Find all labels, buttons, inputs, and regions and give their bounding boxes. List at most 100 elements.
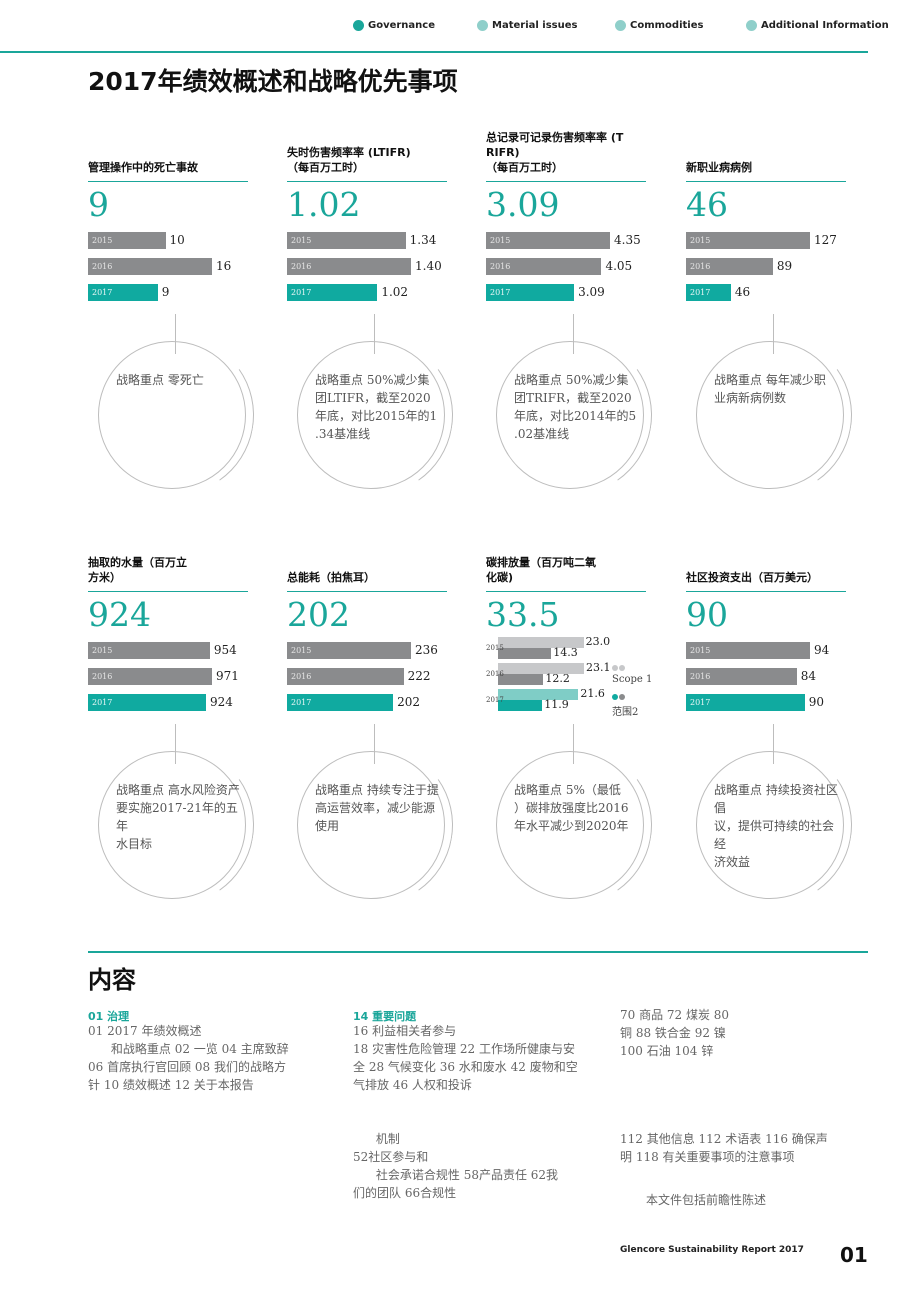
bar-value: 924 — [209, 695, 233, 709]
kpi-title: 方米） — [88, 571, 121, 584]
priority-line: 年底，对比2014年的5 — [514, 409, 637, 423]
priority-circle — [297, 751, 445, 899]
priority-circle — [98, 341, 246, 489]
toc-line: 01 2017 年绩效概述 — [88, 1024, 202, 1038]
toc-governance-head[interactable]: 01 治理 — [88, 1010, 130, 1023]
bar-value: 954 — [213, 643, 237, 657]
kpi-rule — [686, 591, 846, 592]
priority-text: 战略重点 零死亡 — [116, 371, 240, 389]
kpi-value: 1.02 — [287, 185, 361, 224]
priority-circle — [297, 341, 445, 489]
priority-text: 战略重点 高水风险资产 要实施2017-21年的五年 水目标 — [116, 781, 240, 853]
toc-material-issues-head[interactable]: 14 重要问题 — [353, 1010, 417, 1023]
bar-value: 90 — [808, 695, 824, 709]
kpi-title: 管理操作中的死亡事故 — [88, 161, 198, 174]
connector-line — [350, 314, 375, 354]
toc-line: 机制 — [353, 1132, 400, 1146]
priority-arc — [679, 322, 865, 508]
priority-line: 战略重点 50%减少集 — [315, 373, 430, 387]
toc-material-issues-list-cont[interactable]: 机制 52社区参与和 社会承诺合规性 58产品责任 62我 们的团队 66合规性 — [353, 1130, 593, 1202]
contents-divider — [88, 951, 868, 953]
priority-line: 团TRIFR，截至2020 — [514, 391, 632, 405]
connector-line — [350, 724, 375, 764]
toc-line: 52社区参与和 — [353, 1150, 429, 1164]
bar-value: 971 — [216, 669, 239, 683]
bar-value: 3.09 — [578, 285, 605, 299]
kpi-rule — [686, 181, 846, 182]
priority-line: 济效益 — [714, 855, 751, 869]
kpi-rule — [88, 591, 248, 592]
toc-line: 18 灾害性危险管理 22 工作场所健康与安 — [353, 1042, 575, 1056]
bar-2017: 2017 — [287, 694, 394, 711]
legend-dot-icon — [619, 694, 625, 700]
co2-scope1-bar-2017 — [498, 689, 579, 700]
bar-value: 46 — [734, 285, 751, 299]
toc-material-issues-list[interactable]: 16 利益相关者参与 18 灾害性危险管理 22 工作场所健康与安 全 28 气… — [353, 1022, 593, 1094]
kpi-title: 失时伤害频率率 (LTIFR) — [287, 146, 411, 159]
bar-2015: 2015 — [88, 642, 210, 659]
co2-scope1-value: 23.1 — [586, 661, 611, 674]
toc-line: 社会承诺合规性 58产品责任 62我 — [353, 1168, 559, 1182]
co2-scope2-bar-2016 — [498, 674, 544, 685]
nav-additional-information[interactable]: Additional Information — [746, 20, 889, 31]
priority-line: ）碳排放强度比2016 — [514, 801, 629, 815]
kpi-title: 社区投资支出（百万美元） — [686, 571, 818, 584]
connector-line — [749, 314, 774, 354]
bar-2015: 2015 — [88, 232, 166, 249]
nav-commodities[interactable]: Commodities — [615, 20, 703, 31]
kpi-value: 3.09 — [486, 185, 560, 224]
toc-line: 气排放 46 人权和投诉 — [353, 1078, 472, 1092]
toc-line: 06 首席执行官回顾 08 我们的战略方 — [88, 1060, 286, 1074]
priority-circle — [696, 341, 844, 489]
nav-material-issues[interactable]: Material issues — [477, 20, 577, 31]
bar-value: 4.35 — [614, 233, 641, 247]
nav-dot-icon — [746, 20, 757, 31]
priority-text: 战略重点 持续投资社区倡 议，提供可持续的社会经 济效益 — [714, 781, 838, 871]
bar-2016: 2016 — [88, 258, 212, 275]
kpi-rule — [287, 591, 447, 592]
priority-line: .34基准线 — [315, 427, 371, 441]
bar-value: 84 — [800, 669, 817, 683]
priority-arc — [81, 322, 267, 508]
co2-scope1-value: 23.0 — [585, 635, 611, 648]
nav-dot-icon — [615, 20, 626, 31]
co2-scope1-bar-2016 — [498, 663, 584, 674]
kpi-value: 90 — [686, 595, 728, 634]
bar-value: 10 — [169, 233, 185, 247]
toc-line: 16 利益相关者参与 — [353, 1024, 457, 1038]
kpi-title: 总能耗（拍焦耳） — [287, 571, 375, 584]
bar-value: 89 — [776, 259, 793, 273]
priority-line: 年底，对比2015年的1 — [315, 409, 438, 423]
nav-governance[interactable]: Governance — [353, 20, 435, 31]
priority-line: 战略重点 每年减少职 — [714, 373, 826, 387]
bar-value: 1.02 — [381, 285, 409, 299]
toc-commodities-list[interactable]: 70 商品 72 煤炭 80 铜 88 铁合金 92 镍 100 石油 104 … — [620, 1006, 860, 1060]
kpi-title: 总记录可记录伤害频率率 (T — [486, 131, 624, 144]
kpi-title: 碳排放量（百万吨二氧 — [486, 556, 596, 569]
toc-line: 们的团队 66合规性 — [353, 1186, 457, 1200]
kpi-rule — [287, 181, 447, 182]
bar-2017: 2017 — [486, 284, 575, 301]
co2-year-label: 2017 — [486, 696, 504, 704]
bar-2017: 2017 — [686, 284, 731, 301]
toc-additional-info-list[interactable]: 112 其他信息 112 术语表 116 确保声 明 118 有关重要事项的注意… — [620, 1130, 860, 1166]
legend-label: Scope 1 — [612, 674, 653, 685]
co2-scope2-value: 11.9 — [544, 698, 569, 711]
bar-2016: 2016 — [686, 258, 773, 275]
bar-2016: 2016 — [287, 668, 404, 685]
bar-2016: 2016 — [686, 668, 797, 685]
kpi-value: 9 — [88, 185, 109, 224]
bar-value: 127 — [814, 233, 837, 247]
kpi-rule — [88, 181, 248, 182]
connector-line — [549, 724, 574, 764]
kpi-title: 新职业病病例 — [686, 161, 752, 174]
kpi-rule — [486, 181, 646, 182]
bar-value: 236 — [415, 643, 438, 657]
kpi-title: （每百万工时） — [486, 161, 563, 174]
priority-line: 高运营效率，减少能源 — [315, 801, 436, 815]
bar-2016: 2016 — [88, 668, 212, 685]
toc-governance-list[interactable]: 01 2017 年绩效概述 和战略重点 02 一览 04 主席致辞 06 首席执… — [88, 1022, 328, 1094]
bar-2016: 2016 — [486, 258, 602, 275]
connector-line — [151, 724, 176, 764]
connector-line — [749, 724, 774, 764]
